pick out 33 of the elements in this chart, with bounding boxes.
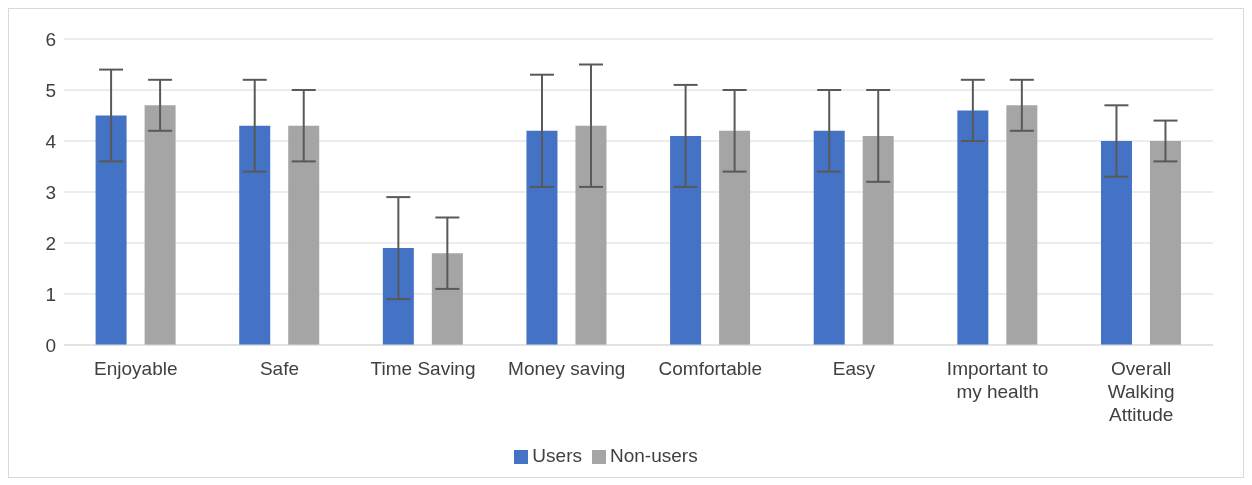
y-tick-label: 0 — [45, 334, 56, 356]
bar — [719, 130, 751, 345]
y-tick-label: 6 — [45, 28, 56, 50]
x-tick-label: Easy — [832, 358, 876, 379]
x-tick-label: Overall Walking Attitude — [1107, 358, 1175, 425]
x-tick-label: Time Saving — [370, 358, 476, 379]
bar — [1149, 141, 1181, 345]
x-tick-label: Safe — [259, 358, 299, 379]
legend-label: Users — [532, 445, 582, 466]
y-tick-label: 2 — [45, 232, 56, 254]
legend-label: Non-users — [609, 445, 698, 466]
bar — [813, 130, 845, 345]
bar — [862, 135, 894, 345]
y-tick-label: 5 — [45, 79, 56, 101]
bar — [575, 125, 607, 345]
bar — [382, 248, 414, 345]
x-tick-label: Comfortable — [658, 358, 763, 379]
bar — [431, 253, 463, 345]
x-tick-label: Enjoyable — [94, 358, 178, 379]
y-tick-label: 4 — [45, 130, 57, 152]
bar — [288, 125, 320, 345]
bar — [1006, 105, 1038, 345]
bar — [1100, 141, 1132, 345]
bar — [239, 125, 271, 345]
bar — [526, 130, 558, 345]
y-tick-label: 1 — [45, 283, 56, 305]
bar — [95, 115, 127, 345]
x-tick-label: Important to my health — [946, 358, 1049, 402]
bar — [957, 110, 989, 345]
bar — [144, 105, 176, 345]
y-tick-label: 3 — [45, 181, 56, 203]
x-tick-label: Money saving — [508, 358, 626, 379]
bar — [670, 135, 702, 345]
